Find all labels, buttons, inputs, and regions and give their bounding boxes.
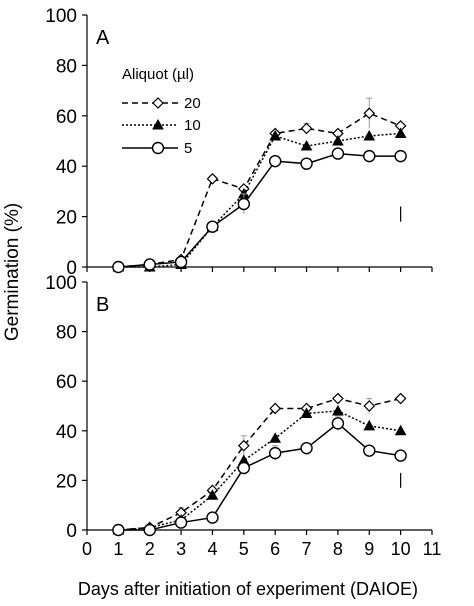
- data-point-10: [269, 129, 282, 141]
- data-point-10: [332, 134, 344, 146]
- data-point-5: [331, 417, 345, 430]
- data-point-5: [206, 220, 219, 233]
- series-line-5: [118, 152, 401, 268]
- y-tick-label: 100: [45, 273, 77, 294]
- data-point-5: [174, 516, 188, 529]
- data-point-5: [363, 444, 376, 457]
- data-point-10: [394, 424, 407, 436]
- data-point-10: [394, 127, 407, 138]
- data-point-20: [269, 402, 282, 415]
- y-tick-label: 80: [56, 323, 77, 344]
- panel-label: B: [96, 294, 109, 316]
- y-tick-label: 100: [45, 6, 77, 27]
- series-line-5: [118, 422, 401, 531]
- x-axis-label: Days after initiation of experiment (DAI…: [78, 579, 418, 599]
- data-point-5: [112, 523, 125, 537]
- data-point-10: [332, 404, 344, 416]
- series-line-20: [118, 112, 401, 268]
- series-line-10: [118, 410, 401, 531]
- x-tick-label: 9: [364, 539, 374, 559]
- legend-marker-10: [152, 118, 164, 130]
- x-tick-label: 4: [207, 539, 217, 559]
- data-point-5: [300, 157, 313, 170]
- data-point-5: [331, 147, 345, 160]
- data-point-5: [143, 523, 156, 537]
- x-tick-label: 2: [145, 539, 155, 559]
- legend-label-10: 10: [184, 117, 201, 134]
- y-tick-label: 20: [56, 208, 77, 229]
- data-point-5: [394, 149, 407, 163]
- data-point-10: [300, 407, 313, 418]
- x-tick-label: 7: [302, 539, 312, 559]
- data-point-5: [268, 446, 282, 460]
- x-tick-label: 6: [270, 539, 280, 559]
- data-point-5: [394, 449, 407, 462]
- series-line-20: [118, 397, 401, 531]
- data-point-5: [268, 154, 282, 168]
- y-tick-label: 40: [56, 157, 77, 178]
- legend-label-20: 20: [184, 95, 201, 112]
- x-tick-label: 1: [113, 539, 123, 559]
- data-point-20: [394, 392, 407, 405]
- data-point-10: [363, 419, 376, 431]
- x-tick-label: 8: [333, 539, 343, 559]
- legend-title: Aliquot (µl): [122, 66, 194, 83]
- data-point-10: [363, 129, 376, 141]
- legend-label-5: 5: [184, 140, 192, 157]
- legend-marker-20: [152, 97, 164, 109]
- data-point-10: [206, 489, 219, 500]
- data-point-5: [363, 149, 376, 163]
- y-tick-label: 20: [56, 471, 77, 492]
- data-point-5: [112, 260, 125, 274]
- data-point-5: [174, 255, 188, 269]
- data-point-20: [237, 439, 250, 452]
- data-point-5: [237, 461, 251, 475]
- data-point-5: [143, 258, 156, 271]
- x-tick-label: 0: [82, 539, 92, 559]
- x-tick-label: 3: [176, 539, 186, 559]
- data-point-20: [332, 392, 344, 405]
- legend-marker-5: [151, 141, 165, 155]
- y-tick-label: 40: [56, 422, 77, 443]
- y-tick-label: 60: [56, 107, 77, 128]
- data-point-10: [269, 432, 282, 443]
- y-tick-label: 0: [66, 521, 77, 542]
- data-point-5: [237, 197, 251, 211]
- y-tick-label: 0: [66, 258, 77, 279]
- data-point-20: [363, 107, 376, 120]
- x-tick-label: 11: [423, 539, 442, 559]
- data-point-20: [206, 172, 219, 185]
- data-point-20: [363, 400, 376, 412]
- data-point-5: [300, 441, 313, 455]
- data-point-10: [300, 140, 313, 151]
- x-tick-label: 5: [239, 539, 249, 559]
- y-tick-label: 60: [56, 372, 77, 393]
- data-point-5: [206, 511, 219, 524]
- data-point-20: [300, 122, 313, 135]
- y-tick-label: 80: [56, 56, 77, 77]
- y-axis-label: Germination (%): [2, 203, 23, 341]
- x-tick-label: 10: [391, 539, 411, 559]
- panel-label: A: [96, 27, 110, 49]
